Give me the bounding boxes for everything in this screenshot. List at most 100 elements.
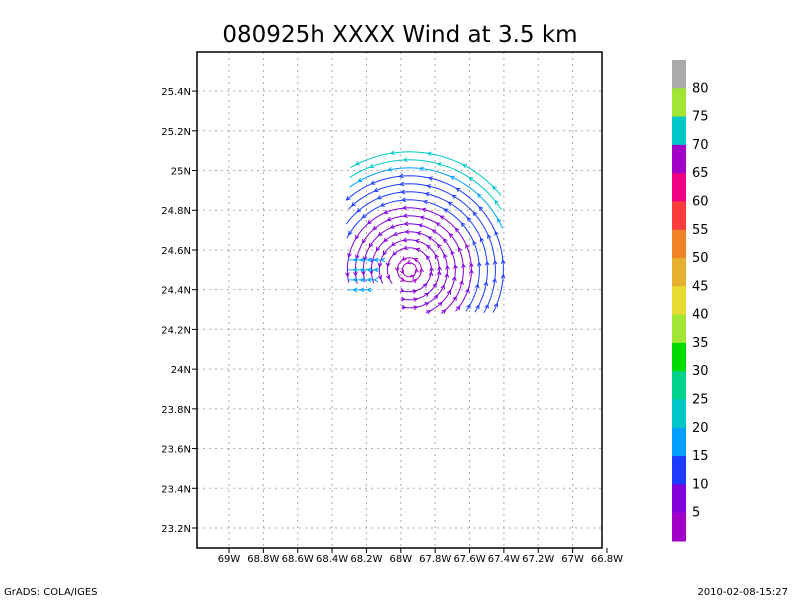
colorbar-label: 70 — [692, 138, 709, 153]
streamline-arrow — [468, 176, 474, 182]
streamline-arrow — [402, 245, 408, 250]
streamline — [440, 269, 464, 314]
streamline-arrow — [483, 280, 489, 286]
streamline-arrow — [441, 309, 447, 314]
streamline-arrow — [387, 167, 393, 172]
streamline-arrow — [415, 247, 421, 253]
streamline-arrow — [354, 161, 360, 166]
colorbar-swatch — [672, 512, 686, 542]
streamline-arrow — [426, 310, 432, 315]
streamline-arrow — [361, 213, 367, 219]
streamline-arrow — [417, 223, 423, 228]
colorbar-swatch — [672, 427, 686, 457]
streamline-arrow — [494, 230, 499, 236]
streamline — [349, 167, 504, 229]
streamline-arrow — [347, 252, 352, 258]
colorbar-swatch — [672, 286, 686, 316]
streamline-arrow — [500, 258, 506, 264]
y-axis-ticks: 23.2N 23.4N 23.6N 23.8N 24N 24.2N 24.4N 24.6N 24… — [161, 87, 197, 535]
x-axis-ticks: 69W 68.8W 68.6W 68.4W 68.2W 68W 67.8W 67.6W 67.4… — [218, 548, 623, 565]
x-tick-label: 67.6W — [453, 554, 485, 565]
streamline — [492, 269, 504, 313]
streamline-arrow — [428, 271, 434, 277]
colorbar-swatch — [672, 399, 686, 429]
streamline-arrow — [444, 272, 450, 278]
streamline-arrow — [352, 257, 358, 263]
streamline-arrow — [377, 231, 383, 237]
streamline-arrow — [389, 224, 395, 229]
streamline-arrow — [373, 257, 379, 263]
streamline-arrow — [421, 207, 427, 213]
streamline-arrow — [413, 297, 419, 302]
streamline-arrow — [406, 259, 412, 265]
streamline-arrow — [451, 275, 457, 281]
colorbar-label: 25 — [692, 393, 709, 408]
streamline-arrow — [455, 187, 461, 193]
y-tick-label: 24.4N — [161, 286, 191, 297]
colorbar-label: 45 — [692, 279, 709, 294]
streamline-arrow — [472, 240, 477, 246]
streamline-arrow — [446, 289, 451, 295]
streamline-arrow — [351, 201, 356, 207]
streamline-arrow — [400, 189, 406, 195]
streamline-arrow — [400, 296, 406, 302]
streamline-arrow — [472, 211, 478, 217]
streamline-arrow — [426, 244, 432, 250]
streamline-arrow — [372, 225, 378, 231]
streamline-arrow — [427, 176, 433, 181]
streamline-arrow — [437, 301, 443, 307]
streamline-arrow — [448, 232, 454, 238]
colorbar-label: 35 — [692, 336, 709, 351]
streamline-arrow — [493, 302, 499, 308]
streamline-arrow — [462, 164, 467, 169]
streamline-arrow — [453, 263, 458, 269]
colorbar-label: 20 — [692, 421, 709, 436]
streamline-arrow — [394, 267, 400, 273]
streamline-arrow — [469, 268, 474, 274]
streamline-arrow — [492, 277, 497, 283]
streamline-arrow — [436, 243, 442, 249]
streamline-arrow — [377, 275, 383, 281]
streamline-arrow — [500, 273, 506, 279]
streamline-arrow — [375, 246, 381, 252]
streamline-arrow — [424, 292, 430, 298]
streamline-arrow — [478, 206, 484, 211]
streamline-arrow — [466, 216, 472, 222]
y-tick-label: 23.8N — [161, 405, 191, 416]
streamline-arrow — [431, 229, 437, 234]
streamline-arrow — [457, 246, 463, 252]
colorbar-swatch — [672, 371, 686, 401]
streamline-arrow — [376, 195, 382, 200]
streamline-arrow — [426, 184, 432, 189]
y-tick-label: 23.4N — [161, 484, 191, 495]
streamline-arrow — [419, 166, 424, 172]
streamline-arrow — [479, 237, 485, 243]
x-tick-label: 68.8W — [247, 554, 279, 565]
streamline-arrow — [386, 217, 392, 222]
streamline-arrow — [450, 250, 455, 256]
y-tick-label: 23.2N — [161, 524, 191, 535]
streamline-arrow — [359, 287, 365, 293]
streamline-arrow — [445, 264, 450, 270]
streamline-arrow — [437, 265, 442, 271]
streamline-arrow — [368, 163, 375, 169]
colorbar-label: 65 — [692, 166, 709, 181]
streamline-arrow — [452, 295, 457, 301]
streamline-arrow — [484, 260, 490, 266]
x-tick-label: 67.8W — [419, 554, 451, 565]
streamline-arrow — [497, 217, 502, 223]
streamline-arrow — [455, 305, 461, 311]
colorbar-swatch — [672, 456, 686, 485]
streamline-arrow — [401, 197, 406, 203]
colorbar-label: 55 — [692, 223, 709, 238]
streamline-arrow — [427, 236, 433, 241]
streamline-arrow — [451, 194, 457, 200]
streamline — [401, 269, 448, 309]
y-tick-label: 25.2N — [161, 127, 191, 138]
streamline-arrow — [443, 253, 448, 259]
streamline-arrow — [359, 277, 365, 283]
streamline-arrow — [413, 258, 419, 263]
streamline-arrow — [416, 231, 422, 236]
streamline-arrow — [484, 303, 489, 309]
streamline-arrow — [402, 213, 408, 219]
